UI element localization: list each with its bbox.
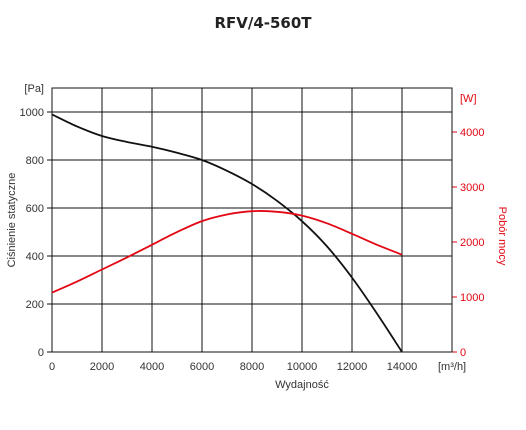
y-tick-label-left: 0	[38, 347, 44, 359]
y-tick-label-left: 600	[26, 203, 44, 215]
x-tick-label: 4000	[140, 361, 164, 373]
y-tick-label-left: 400	[26, 251, 44, 263]
grid	[47, 88, 457, 353]
y-unit-right: [W]	[460, 93, 477, 105]
plot-frame	[51, 87, 453, 353]
y-tick-label-left: 800	[26, 155, 44, 167]
y-tick-label-right: 1000	[460, 292, 484, 304]
y-tick-label-right: 4000	[460, 127, 484, 139]
y-tick-label-left: 1000	[20, 107, 44, 119]
y-tick-label-right: 0	[460, 347, 466, 359]
x-tick-label: 6000	[190, 361, 214, 373]
chart-title: RFV/4-560T	[214, 14, 312, 32]
x-tick-label: 14000	[387, 361, 418, 373]
x-tick-label: 0	[49, 361, 55, 373]
y-tick-label-right: 2000	[460, 237, 484, 249]
y-tick-label-right: 3000	[460, 182, 484, 194]
x-tick-label: 10000	[287, 361, 318, 373]
x-axis-title: Wydajność	[275, 379, 329, 391]
y-axis-title-left: Ciśnienie statyczne	[6, 173, 18, 268]
pressure-curve	[51, 113, 403, 353]
x-tick-label: 12000	[337, 361, 368, 373]
power-curve	[51, 210, 403, 294]
tick-labels: 0 2000 4000 6000 8000 10000 12000 1400002004006…	[20, 107, 485, 373]
y-tick-label-left: 200	[26, 299, 44, 311]
series	[51, 113, 403, 353]
x-unit: [m³/h]	[438, 361, 466, 373]
x-tick-label: 8000	[240, 361, 264, 373]
x-tick-label: 2000	[90, 361, 114, 373]
y-axis-title-right: Pobór mocy	[496, 207, 508, 266]
y-unit-left: [Pa]	[24, 83, 44, 95]
